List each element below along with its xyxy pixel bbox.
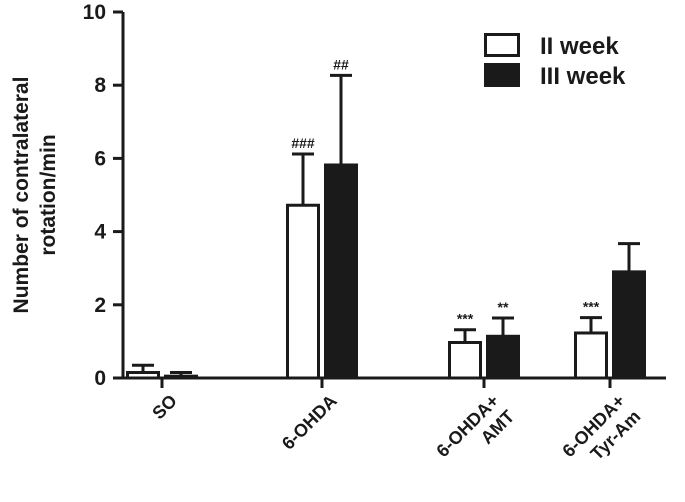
x-tick-label-line: 6-OHDA	[278, 391, 341, 454]
legend-swatch	[484, 33, 520, 57]
y-axis-label-line: Number of contralateral	[10, 77, 33, 314]
significance-label: ###	[291, 135, 315, 151]
bar	[448, 340, 482, 380]
x-tick-label: 6-OHDA+Tyr-Am	[558, 391, 644, 477]
legend: II week III week	[484, 33, 626, 90]
y-axis-label: Number of contralateral rotation/min	[10, 77, 60, 314]
bar	[324, 163, 358, 380]
bars: ### *** *** ## **	[126, 56, 646, 380]
x-tick-label: SO	[148, 391, 181, 424]
x-tick-label: 6-OHDA+AMT	[432, 391, 518, 477]
bar	[286, 203, 320, 380]
y-tick-label: 4	[94, 221, 106, 244]
y-tick-label: 2	[94, 294, 106, 317]
significance-label: ***	[457, 311, 474, 327]
bar	[126, 371, 160, 380]
legend-label: III week	[540, 63, 626, 90]
significance-label: ***	[583, 299, 600, 315]
x-tick-label: 6-OHDA	[278, 391, 341, 454]
significance-label: ##	[333, 56, 349, 72]
legend-swatch	[484, 63, 520, 87]
y-axis-title: Number of contralateral rotation/min	[10, 77, 60, 314]
y-tick-label: 8	[94, 74, 106, 97]
x-axis: SO 6-OHDA 6-OHDA+AMT 6-OHDA+Tyr-Am	[121, 376, 666, 477]
y-tick-label: 0	[94, 367, 106, 390]
bar	[612, 270, 646, 380]
bar	[574, 331, 608, 380]
legend-label: II week	[540, 33, 619, 60]
significance-label: **	[498, 299, 509, 315]
y-tick-label: 6	[94, 147, 106, 170]
bar	[486, 334, 520, 380]
x-tick-label-line: SO	[148, 391, 181, 424]
bar	[164, 374, 198, 380]
y-axis: 0 2 4 6 8 10	[83, 1, 125, 390]
y-tick-label: 10	[83, 1, 106, 24]
y-axis-label-line: rotation/min	[37, 134, 60, 255]
